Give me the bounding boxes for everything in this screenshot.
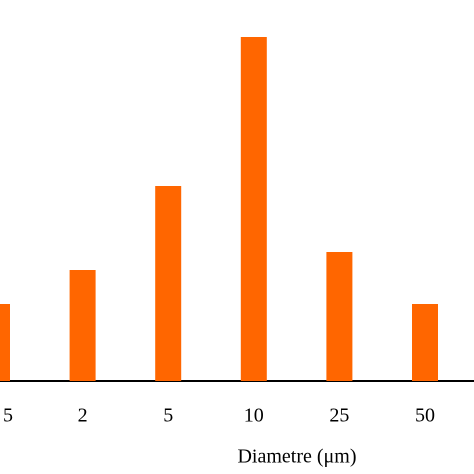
x-tick-label: 5 bbox=[3, 405, 13, 427]
x-tick-label: 10 bbox=[244, 405, 264, 427]
bar bbox=[0, 304, 10, 381]
bar bbox=[155, 186, 182, 381]
bar bbox=[412, 304, 438, 381]
x-tick-label: 5 bbox=[163, 405, 173, 427]
x-tick-label: 50 bbox=[415, 405, 435, 427]
bar bbox=[326, 252, 353, 381]
x-tick-label: 2 bbox=[78, 405, 88, 427]
x-tick-label: 25 bbox=[329, 405, 349, 427]
bar bbox=[240, 37, 267, 381]
x-axis-label: Diametre (μm) bbox=[237, 446, 356, 468]
bar bbox=[69, 270, 96, 381]
